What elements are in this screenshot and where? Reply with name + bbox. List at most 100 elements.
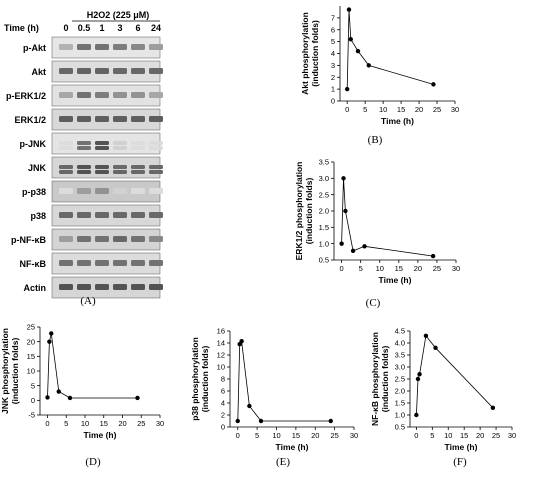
data-point: [414, 412, 419, 418]
blot-row-label-p-NF-κB: p-NF-κB: [11, 235, 47, 245]
chart-E: 0 2 4 6 8 10 12 14 16 0 5 10 15 20 25 30 Time (h) p38 pho…: [190, 327, 358, 468]
x-axis-title: Time (h): [445, 442, 478, 452]
blot-row-label-p-ERK1/2: p-ERK1/2: [6, 91, 46, 101]
blot-band: [59, 236, 73, 242]
y-tick-label: -5: [28, 411, 35, 420]
blot-band: [149, 260, 163, 266]
y-axis-title: NF-κB phosphorylation: [370, 332, 380, 426]
x-tick-label: 30: [156, 419, 164, 428]
x-tick-label: 15: [100, 419, 108, 428]
data-point: [258, 418, 264, 424]
blot-band: [131, 44, 145, 50]
data-point: [362, 244, 367, 249]
y-tick-label: 0.5: [395, 423, 405, 432]
blot-band: [149, 68, 163, 74]
data-point: [343, 208, 348, 214]
y-tick-label: 10: [27, 367, 35, 376]
blot-band: [59, 44, 73, 50]
y-tick-label: 4: [331, 49, 335, 58]
y-tick-label: 1.0: [395, 411, 405, 420]
data-point: [49, 331, 54, 336]
blot-band: [59, 188, 73, 194]
y-axis-title-unit: (induction folds): [310, 20, 320, 87]
panel-label-E: (E): [276, 456, 290, 468]
y-tick-label: 2: [221, 411, 225, 420]
x-axis-title: Time (h): [84, 430, 117, 440]
y-axis-title-unit: (induction folds): [200, 346, 210, 413]
series-line: [47, 333, 138, 399]
series-line: [237, 340, 331, 422]
y-tick-label: 3.0: [395, 363, 405, 372]
lane-label-4: 6: [135, 23, 140, 33]
y-axis-title: Akt phosphorylation: [300, 12, 310, 95]
x-tick-label: 30: [452, 264, 460, 273]
y-axis-title-unit: (induction folds): [380, 346, 390, 413]
chart-B: 0 1 2 3 4 5 6 7 0 5 10 15 20 25 30 Time (h) Akt phosphor…: [300, 6, 459, 146]
x-tick-label: 10: [272, 431, 280, 440]
blot-band-lower: [77, 170, 91, 174]
x-tick-label: 0: [45, 419, 49, 428]
blot-band: [149, 165, 163, 169]
panel-label-A: (A): [80, 295, 96, 307]
x-tick-label: 10: [81, 419, 89, 428]
blot-band: [113, 260, 127, 266]
y-axis-title-unit: (induction folds): [10, 338, 20, 405]
x-tick-label: 25: [330, 431, 338, 440]
x-tick-label: 15: [292, 431, 300, 440]
data-point: [415, 376, 421, 382]
chart-F: 0.5 1.0 1.5 2.0 2.5 3.0 3.5 4.0 4.5 0 5 10 15 20 25 30 T…: [370, 327, 516, 468]
blot-band: [113, 92, 127, 98]
blot-band: [95, 92, 109, 98]
y-tick-label: 3.0: [319, 174, 329, 183]
blot-band-lower: [149, 146, 163, 150]
data-point: [423, 333, 429, 338]
data-point: [47, 339, 52, 344]
blot-band: [149, 188, 163, 194]
blot-band: [59, 92, 73, 98]
blot-band: [131, 212, 145, 218]
x-tick-label: 20: [118, 419, 126, 428]
x-tick-label: 5: [430, 431, 434, 440]
blot-band: [131, 141, 145, 145]
y-tick-label: 3.5: [395, 351, 405, 360]
blot-band-lower: [113, 170, 127, 174]
x-tick-label: 5: [359, 264, 363, 273]
blot-band: [77, 116, 91, 122]
chart-C: 0.5 1.0 1.5 2.0 2.5 3.0 3.5 0 5 10 15 20 25 30 Time (h…: [294, 158, 460, 309]
blot-band: [77, 141, 91, 145]
x-tick-label: 0: [345, 105, 349, 114]
blot-band: [77, 260, 91, 266]
data-point: [247, 403, 252, 409]
x-tick-label: 5: [255, 431, 259, 440]
y-tick-label: 5: [31, 381, 35, 390]
data-point: [355, 48, 361, 54]
y-tick-label: 0: [31, 396, 35, 405]
y-tick-label: 2.5: [319, 190, 329, 199]
blot-band-lower: [95, 146, 109, 150]
blot-band-lower: [131, 146, 145, 150]
blot-band-lower: [149, 170, 163, 174]
x-tick-label: 30: [350, 431, 358, 440]
blot-band: [95, 236, 109, 242]
blot-row-label-Akt: Akt: [31, 67, 46, 77]
data-point: [339, 241, 344, 246]
blot-band: [77, 165, 91, 169]
panel-label-F: (F): [453, 456, 467, 468]
blot-band: [131, 92, 145, 98]
blot-row-label-NF-κB: NF-κB: [19, 259, 46, 269]
x-axis-title: Time (h): [379, 275, 412, 285]
x-axis-title: Time (h): [276, 442, 309, 452]
data-point: [344, 86, 350, 92]
y-tick-label: 7: [331, 13, 335, 22]
blot-band: [131, 284, 145, 290]
y-tick-label: 2.5: [395, 375, 405, 384]
x-tick-label: 25: [433, 264, 441, 273]
blot-band-lower: [77, 146, 91, 150]
blot-band: [149, 284, 163, 290]
x-tick-label: 10: [444, 431, 452, 440]
data-point: [45, 395, 50, 400]
y-tick-label: 1: [331, 85, 335, 94]
data-point: [431, 82, 436, 87]
y-tick-label: 2.0: [319, 207, 329, 216]
x-tick-label: 0: [236, 431, 240, 440]
